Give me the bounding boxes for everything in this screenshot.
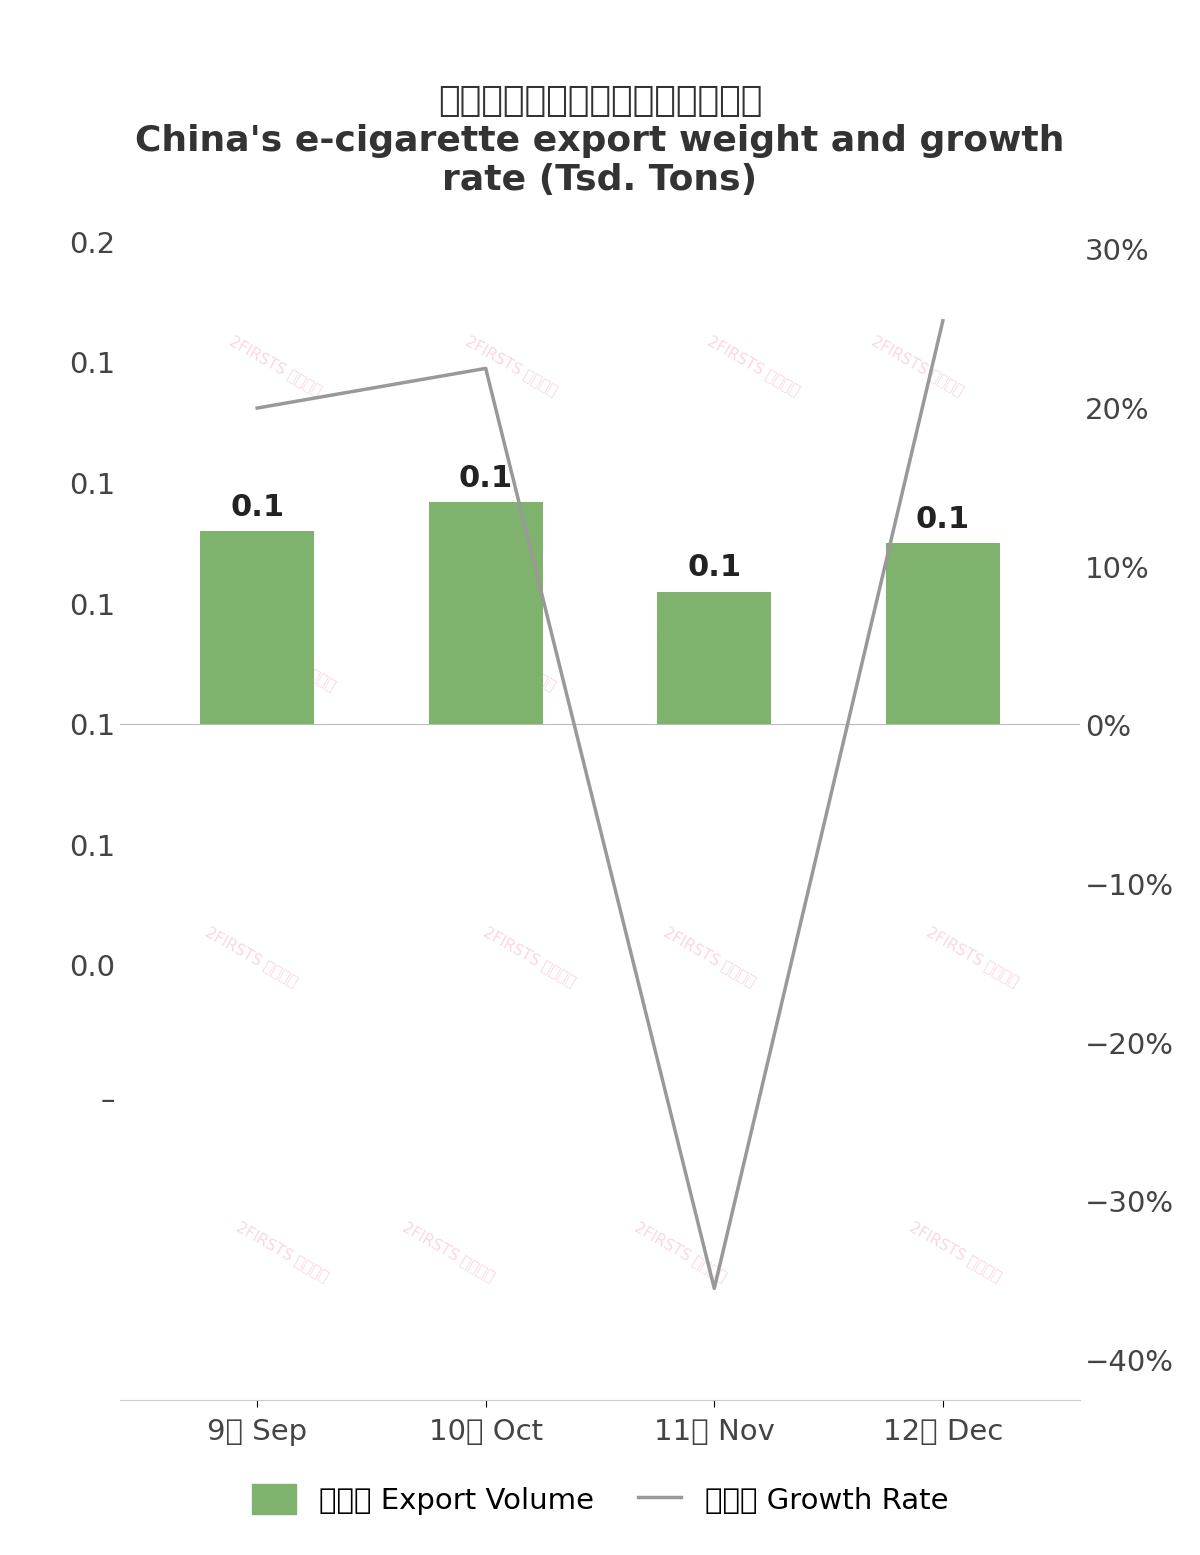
- Text: 2FIRSTS 商个至上: 2FIRSTS 商个至上: [227, 333, 324, 398]
- Text: 2FIRSTS 商个至上: 2FIRSTS 商个至上: [203, 924, 300, 989]
- Text: 2FIRSTS 商个至上: 2FIRSTS 商个至上: [241, 628, 338, 694]
- Text: 2FIRSTS 商个至上: 2FIRSTS 商个至上: [907, 1219, 1004, 1284]
- Text: 2FIRSTS 商个至上: 2FIRSTS 商个至上: [704, 333, 802, 398]
- Text: 2FIRSTS 商个至上: 2FIRSTS 商个至上: [461, 628, 558, 694]
- Legend: 出口量 Export Volume, 增长率 Growth Rate: 出口量 Export Volume, 增长率 Growth Rate: [240, 1473, 960, 1527]
- Text: 2FIRSTS 商个至上: 2FIRSTS 商个至上: [869, 333, 966, 398]
- Text: 2FIRSTS 商个至上: 2FIRSTS 商个至上: [400, 1219, 497, 1284]
- Bar: [428, 502, 542, 725]
- Bar: [886, 543, 1000, 725]
- Bar: [658, 591, 772, 725]
- Text: 2FIRSTS 商个至上: 2FIRSTS 商个至上: [654, 628, 751, 694]
- Text: 0.1: 0.1: [688, 554, 742, 582]
- Title: 中国电子烟出口量及增速（千吨）
China's e-cigarette export weight and growth
rate (Tsd. Tons): 中国电子烟出口量及增速（千吨） China's e-cigarette expo…: [136, 84, 1064, 197]
- Text: 0.1: 0.1: [458, 463, 512, 493]
- Text: 0.1: 0.1: [230, 493, 284, 521]
- Text: 0.1: 0.1: [916, 505, 970, 533]
- Text: 2FIRSTS 商个至上: 2FIRSTS 商个至上: [463, 333, 560, 398]
- Text: 2FIRSTS 商个至上: 2FIRSTS 商个至上: [234, 1219, 331, 1284]
- Text: 2FIRSTS 商个至上: 2FIRSTS 商个至上: [480, 924, 578, 989]
- Text: 2FIRSTS 商个至上: 2FIRSTS 商个至上: [924, 924, 1021, 989]
- Text: 2FIRSTS 商个至上: 2FIRSTS 商个至上: [661, 924, 758, 989]
- Bar: [200, 532, 314, 725]
- Text: 2FIRSTS 商个至上: 2FIRSTS 商个至上: [631, 1219, 728, 1284]
- Text: 2FIRSTS 商个至上: 2FIRSTS 商个至上: [889, 628, 986, 694]
